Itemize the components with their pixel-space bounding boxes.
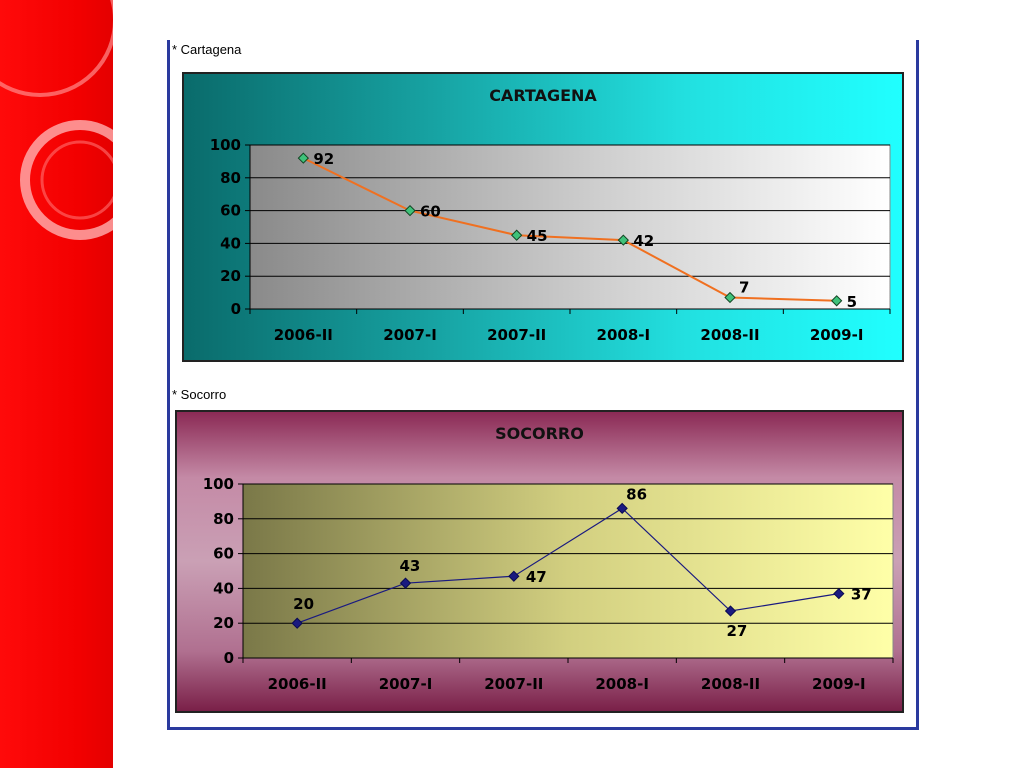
data-point: [724, 605, 737, 617]
x-tick-label: 2007-II: [484, 675, 543, 693]
chart-socorro-plot: 0 20 40 60 80 100 2006-II 2007-I 2007-II 2008-I 20…: [203, 475, 894, 693]
data-label: 5: [847, 293, 857, 311]
data-point: [724, 291, 736, 304]
y-tick-label: 40: [213, 579, 234, 597]
x-tick-label: 2007-I: [383, 326, 437, 344]
x-tick-label: 2007-I: [379, 675, 433, 693]
y-tick-label: 80: [220, 169, 241, 187]
data-label: 92: [313, 150, 334, 168]
y-tick-label: 20: [213, 614, 234, 632]
x-tick-label: 2008-I: [595, 675, 649, 693]
series-line: [296, 507, 839, 624]
caption-socorro: * Socorro: [172, 387, 227, 402]
chart-cartagena-plot: 0 20 40 60 80 100 2006-II 2007-I 2007-II 2008-I 20…: [210, 136, 891, 344]
x-tick-label: 2008-II: [701, 675, 760, 693]
data-point: [616, 502, 628, 515]
x-tick-label: 2009-I: [812, 675, 866, 693]
slide-frame-right: [916, 40, 919, 730]
data-point: [291, 617, 303, 629]
caption-cartagena: * Cartagena: [172, 42, 242, 57]
data-point: [617, 234, 629, 246]
data-point: [833, 587, 845, 600]
data-label: 86: [626, 485, 647, 503]
x-tick-label: 2006-II: [268, 675, 327, 693]
data-label: 37: [851, 586, 872, 604]
y-tick-label: 40: [220, 234, 241, 252]
x-tick-label: 2008-II: [700, 326, 759, 344]
y-tick-label: 100: [210, 136, 241, 154]
data-label: 47: [526, 568, 547, 586]
plot-area: [242, 483, 894, 659]
data-point: [297, 152, 309, 164]
series-line: [302, 157, 837, 302]
data-label: 45: [527, 227, 548, 245]
y-tick-label: 100: [203, 475, 234, 493]
data-label: 43: [400, 557, 421, 575]
y-tick-label: 60: [213, 545, 234, 563]
data-point: [508, 570, 520, 582]
y-tick-label: 60: [220, 202, 241, 220]
data-point: [404, 204, 416, 217]
data-point: [511, 229, 523, 241]
chart-title: CARTAGENA: [489, 86, 597, 105]
data-point: [831, 295, 843, 307]
plot-area: [249, 144, 891, 310]
x-tick-label: 2007-II: [487, 326, 546, 344]
x-tick-label: 2008-I: [597, 326, 651, 344]
slide-frame-left: [167, 40, 170, 730]
x-tick-label: 2006-II: [274, 326, 333, 344]
y-tick-label: 0: [231, 300, 241, 318]
data-point: [399, 577, 412, 589]
data-label: 7: [739, 279, 749, 297]
y-tick-label: 20: [220, 267, 241, 285]
decorative-circles: [0, 0, 113, 240]
chart-socorro: SOCORRO 0 20 40 60 80 100 2006-II 2007-I 2007-II…: [175, 410, 904, 713]
data-label: 42: [633, 232, 654, 250]
y-tick-label: 80: [213, 510, 234, 528]
slide-frame-bottom: [167, 727, 919, 730]
chart-title: SOCORRO: [495, 424, 584, 443]
chart-cartagena: CARTAGENA 0 20 40 60 80 100 2006-II 2007-I 2007-…: [182, 72, 904, 362]
side-decoration-band: [0, 0, 113, 768]
data-label: 20: [293, 595, 314, 613]
data-label: 27: [727, 622, 748, 640]
data-label: 60: [420, 203, 441, 221]
y-tick-label: 0: [224, 649, 234, 667]
x-tick-label: 2009-I: [810, 326, 864, 344]
